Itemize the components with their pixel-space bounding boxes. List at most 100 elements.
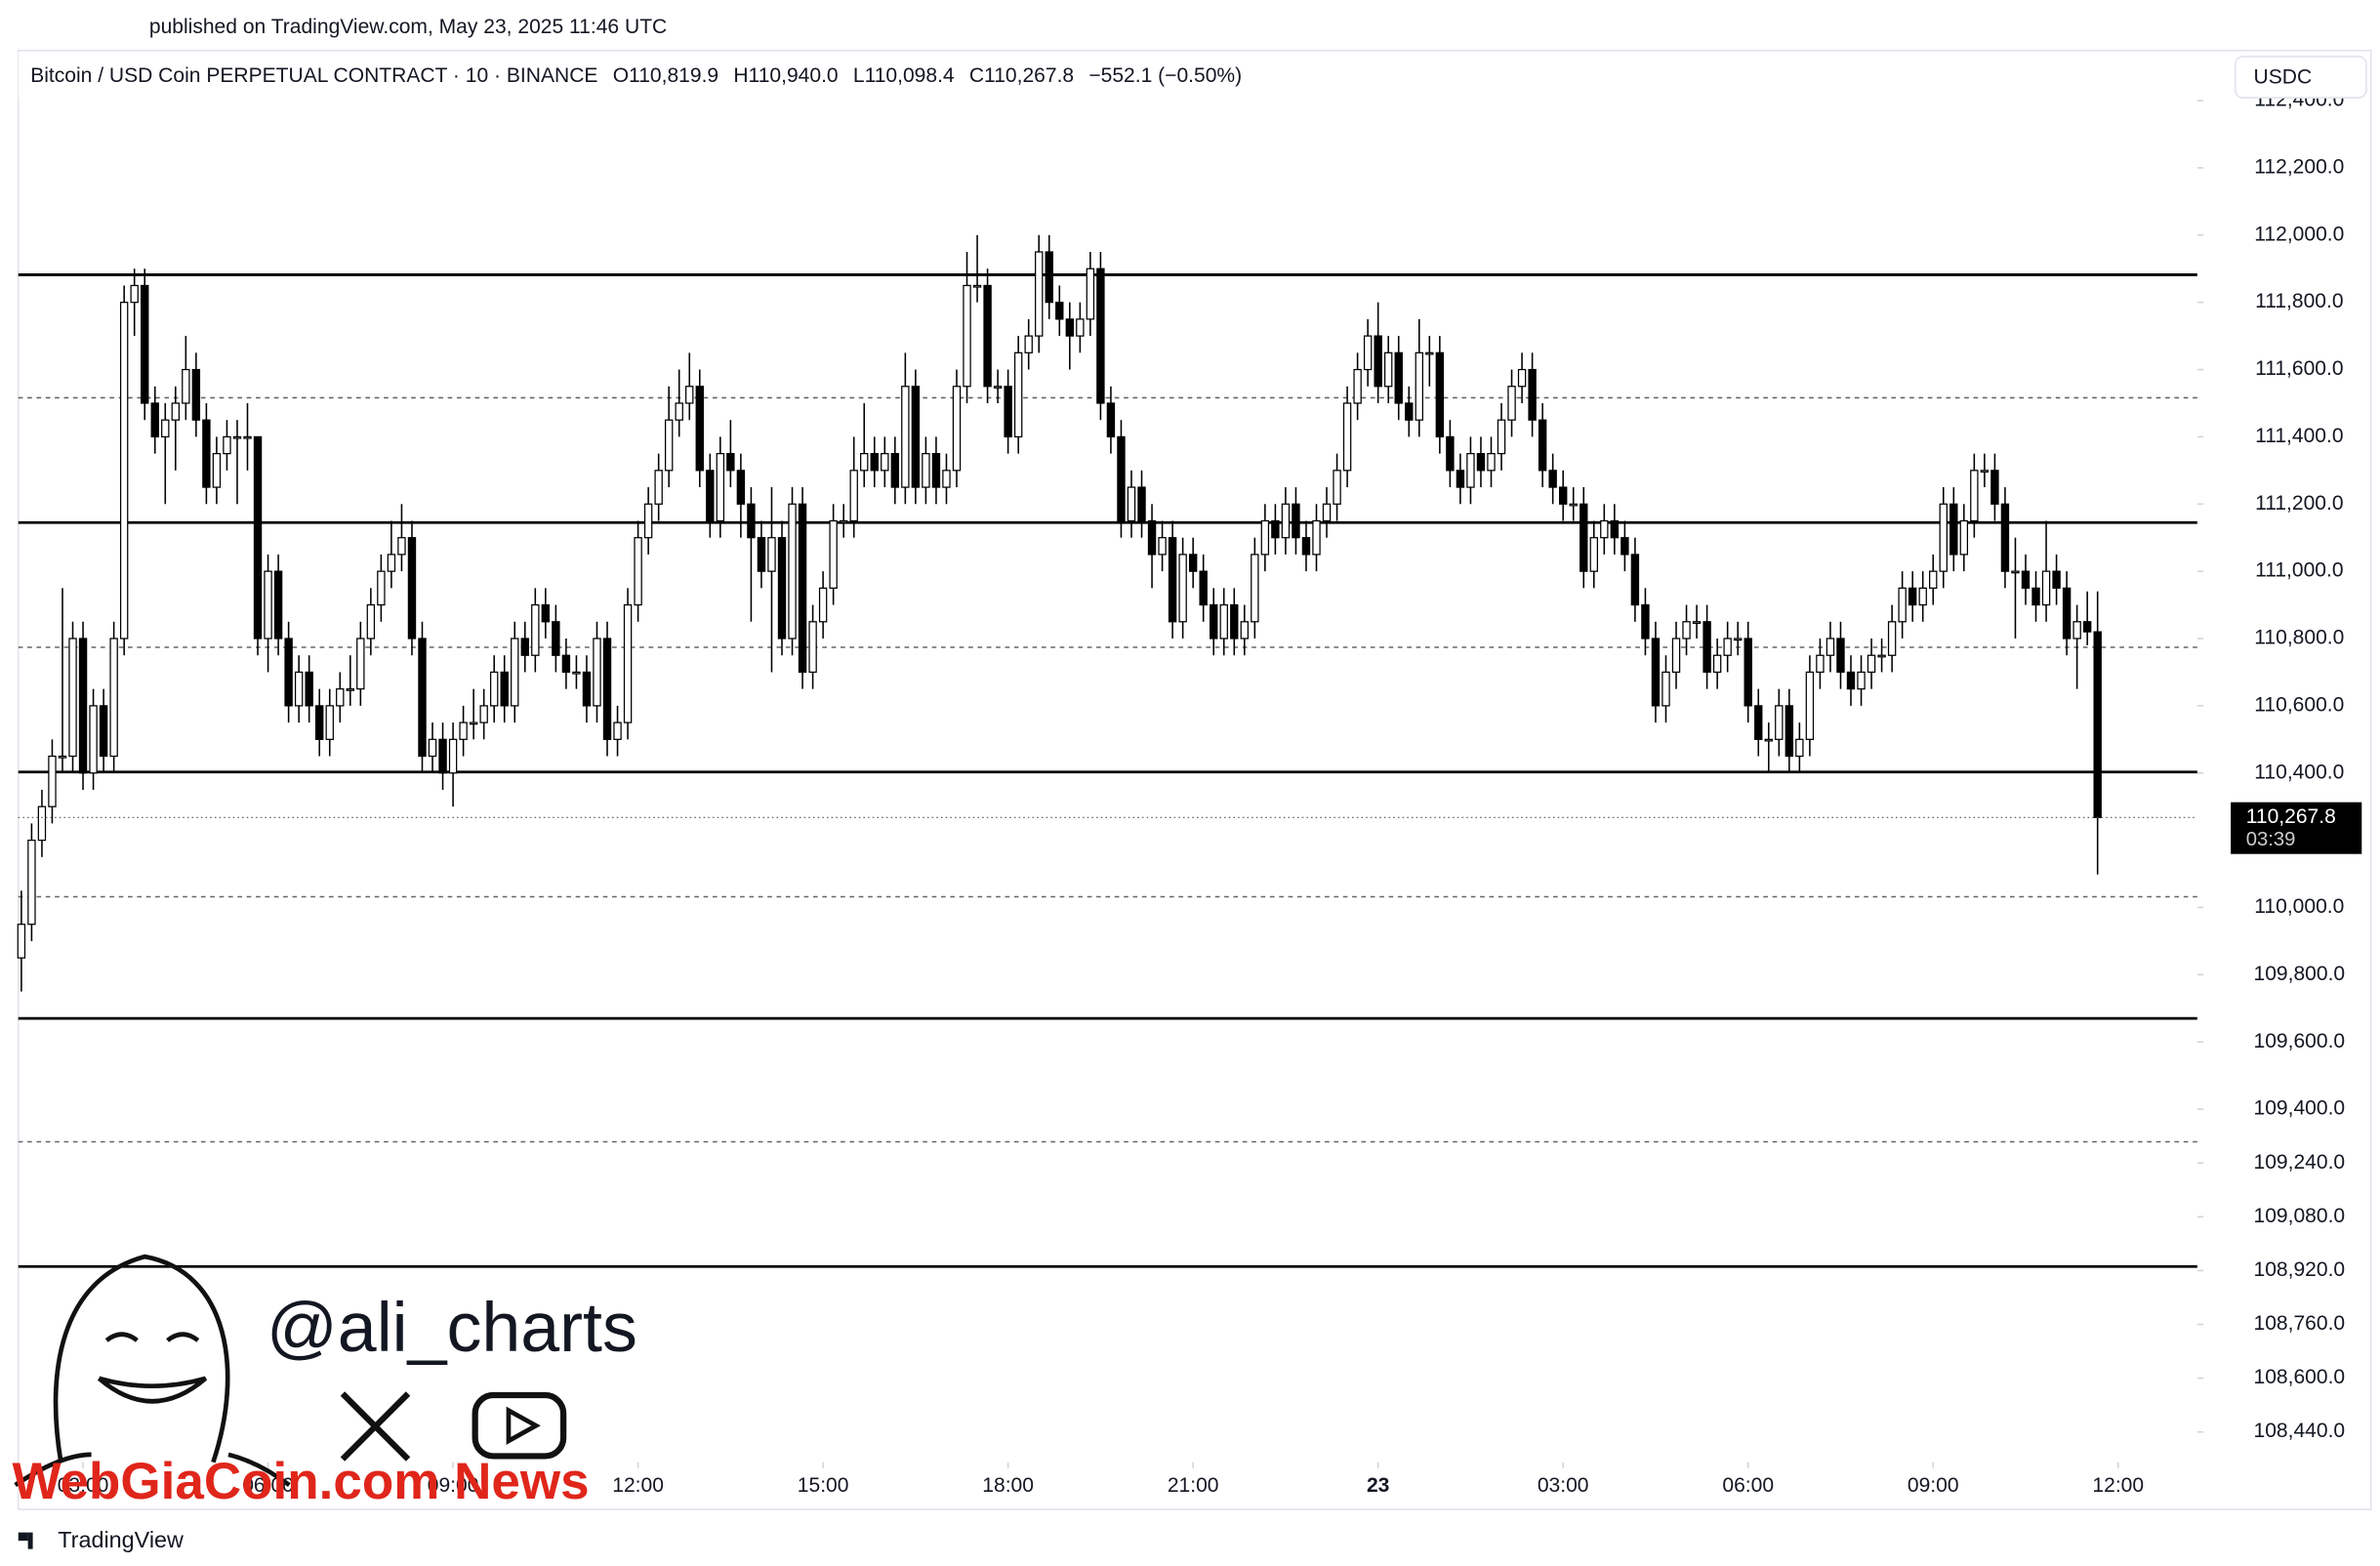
y-tick-label: 110,000.0: [2254, 895, 2344, 918]
candle-body: [839, 519, 848, 523]
ohlc-change: −552.1 (−0.50%): [1088, 64, 1242, 87]
y-tick-label: 108,600.0: [2254, 1366, 2346, 1388]
candle-body: [931, 453, 941, 488]
avatar-eyes: [104, 1332, 200, 1342]
candle-body: [1887, 621, 1897, 656]
y-tick-label: 111,200.0: [2255, 492, 2344, 515]
legend-backdrop: [18, 52, 2196, 99]
candle-body: [870, 453, 879, 472]
currency-button[interactable]: [2235, 56, 2367, 99]
y-tick-label: 110,800.0: [2254, 627, 2344, 649]
candle-body: [808, 621, 817, 674]
watermark: WebGiaCoin.com News: [12, 1453, 589, 1510]
avatar-head: [53, 1254, 230, 1463]
candle-body: [68, 638, 77, 758]
candle-body: [1301, 537, 1311, 556]
candle-body: [1312, 519, 1321, 556]
candle-body: [1733, 638, 1743, 641]
candle-body: [273, 570, 283, 639]
candle-body: [2021, 570, 2031, 589]
candle-body: [428, 738, 437, 758]
candle-body: [1487, 453, 1496, 472]
youtube-icon: [472, 1391, 567, 1460]
candle-body: [37, 805, 47, 842]
ohlc-high: H110,940.0: [733, 64, 838, 87]
candle-body: [1836, 638, 1845, 674]
candle-body: [1569, 503, 1578, 507]
candle-body: [1589, 537, 1598, 572]
candle-body: [593, 638, 601, 707]
candle-body: [1240, 621, 1250, 639]
x-tick-label: 12:00: [2092, 1474, 2144, 1497]
candle-body: [1096, 268, 1105, 404]
candle-body: [1199, 570, 1208, 606]
candle-body: [1671, 638, 1681, 674]
candle-body: [1045, 251, 1053, 304]
candle-body: [747, 503, 756, 539]
candle-body: [922, 453, 930, 488]
candle-body: [602, 638, 612, 740]
candle-body: [1816, 654, 1825, 674]
candle-body: [1137, 486, 1146, 522]
candle-body: [1147, 519, 1157, 556]
candle-body: [438, 738, 447, 774]
candle-body: [253, 435, 263, 639]
x-tick-label: 23: [1367, 1474, 1389, 1497]
candle-body: [479, 705, 488, 723]
candle-body: [1712, 654, 1722, 674]
x-tick-label: 21:00: [1168, 1474, 1219, 1497]
candle-body: [2072, 621, 2081, 639]
candle-body: [27, 840, 36, 926]
candle-body: [890, 453, 900, 488]
candle-body: [119, 302, 129, 639]
candle-body: [1662, 671, 1670, 707]
ohlc-open: O110,819.9: [613, 64, 718, 87]
candle-body: [161, 419, 170, 438]
candle-body: [2041, 570, 2051, 606]
candle-body: [675, 402, 683, 421]
candle-body: [634, 537, 642, 606]
candle-body: [1580, 503, 1588, 572]
candle-body: [1322, 503, 1332, 522]
candle-body: [1898, 587, 1907, 623]
candle-body: [1857, 671, 1866, 690]
candle-body: [1692, 621, 1702, 624]
y-tick-label: 109,400.0: [2254, 1097, 2346, 1120]
candle-body: [2011, 570, 2020, 574]
candle-body: [881, 453, 889, 472]
candle-body: [911, 386, 921, 488]
candle-body: [1826, 638, 1835, 656]
candle-body: [232, 435, 242, 439]
candle-body: [1939, 503, 1948, 572]
ohlc-close: C110,267.8: [969, 64, 1074, 87]
candle-body: [191, 368, 201, 421]
candle-body: [407, 537, 417, 639]
countdown: 03:39: [2246, 829, 2296, 850]
candle-body: [1528, 368, 1537, 421]
candle-body: [325, 705, 334, 740]
y-tick-label: 112,200.0: [2254, 155, 2344, 178]
candle-body: [489, 671, 499, 707]
y-tick-label: 108,920.0: [2254, 1258, 2346, 1281]
candle-body: [1405, 402, 1414, 421]
candle-body: [1415, 351, 1423, 421]
candle-body: [171, 402, 181, 421]
candle-body: [2031, 587, 2040, 606]
x-tick-label: 15:00: [798, 1474, 849, 1497]
chart-frame: [17, 49, 2372, 1510]
x-tick-label: 18:00: [982, 1474, 1034, 1497]
y-tick-label: 111,600.0: [2255, 357, 2344, 380]
candle-body: [356, 638, 365, 690]
candle-body: [1795, 738, 1804, 758]
candle-body: [1929, 570, 1938, 589]
candle-body: [1744, 638, 1752, 707]
candle-body: [1168, 537, 1177, 623]
y-tick-label: 111,400.0: [2255, 425, 2344, 447]
candle-body: [141, 284, 149, 404]
candle-body: [849, 470, 858, 522]
candle-body: [109, 638, 118, 758]
candle-body: [1949, 503, 1958, 556]
candle-body: [1188, 554, 1198, 572]
candle-body: [1425, 351, 1434, 355]
